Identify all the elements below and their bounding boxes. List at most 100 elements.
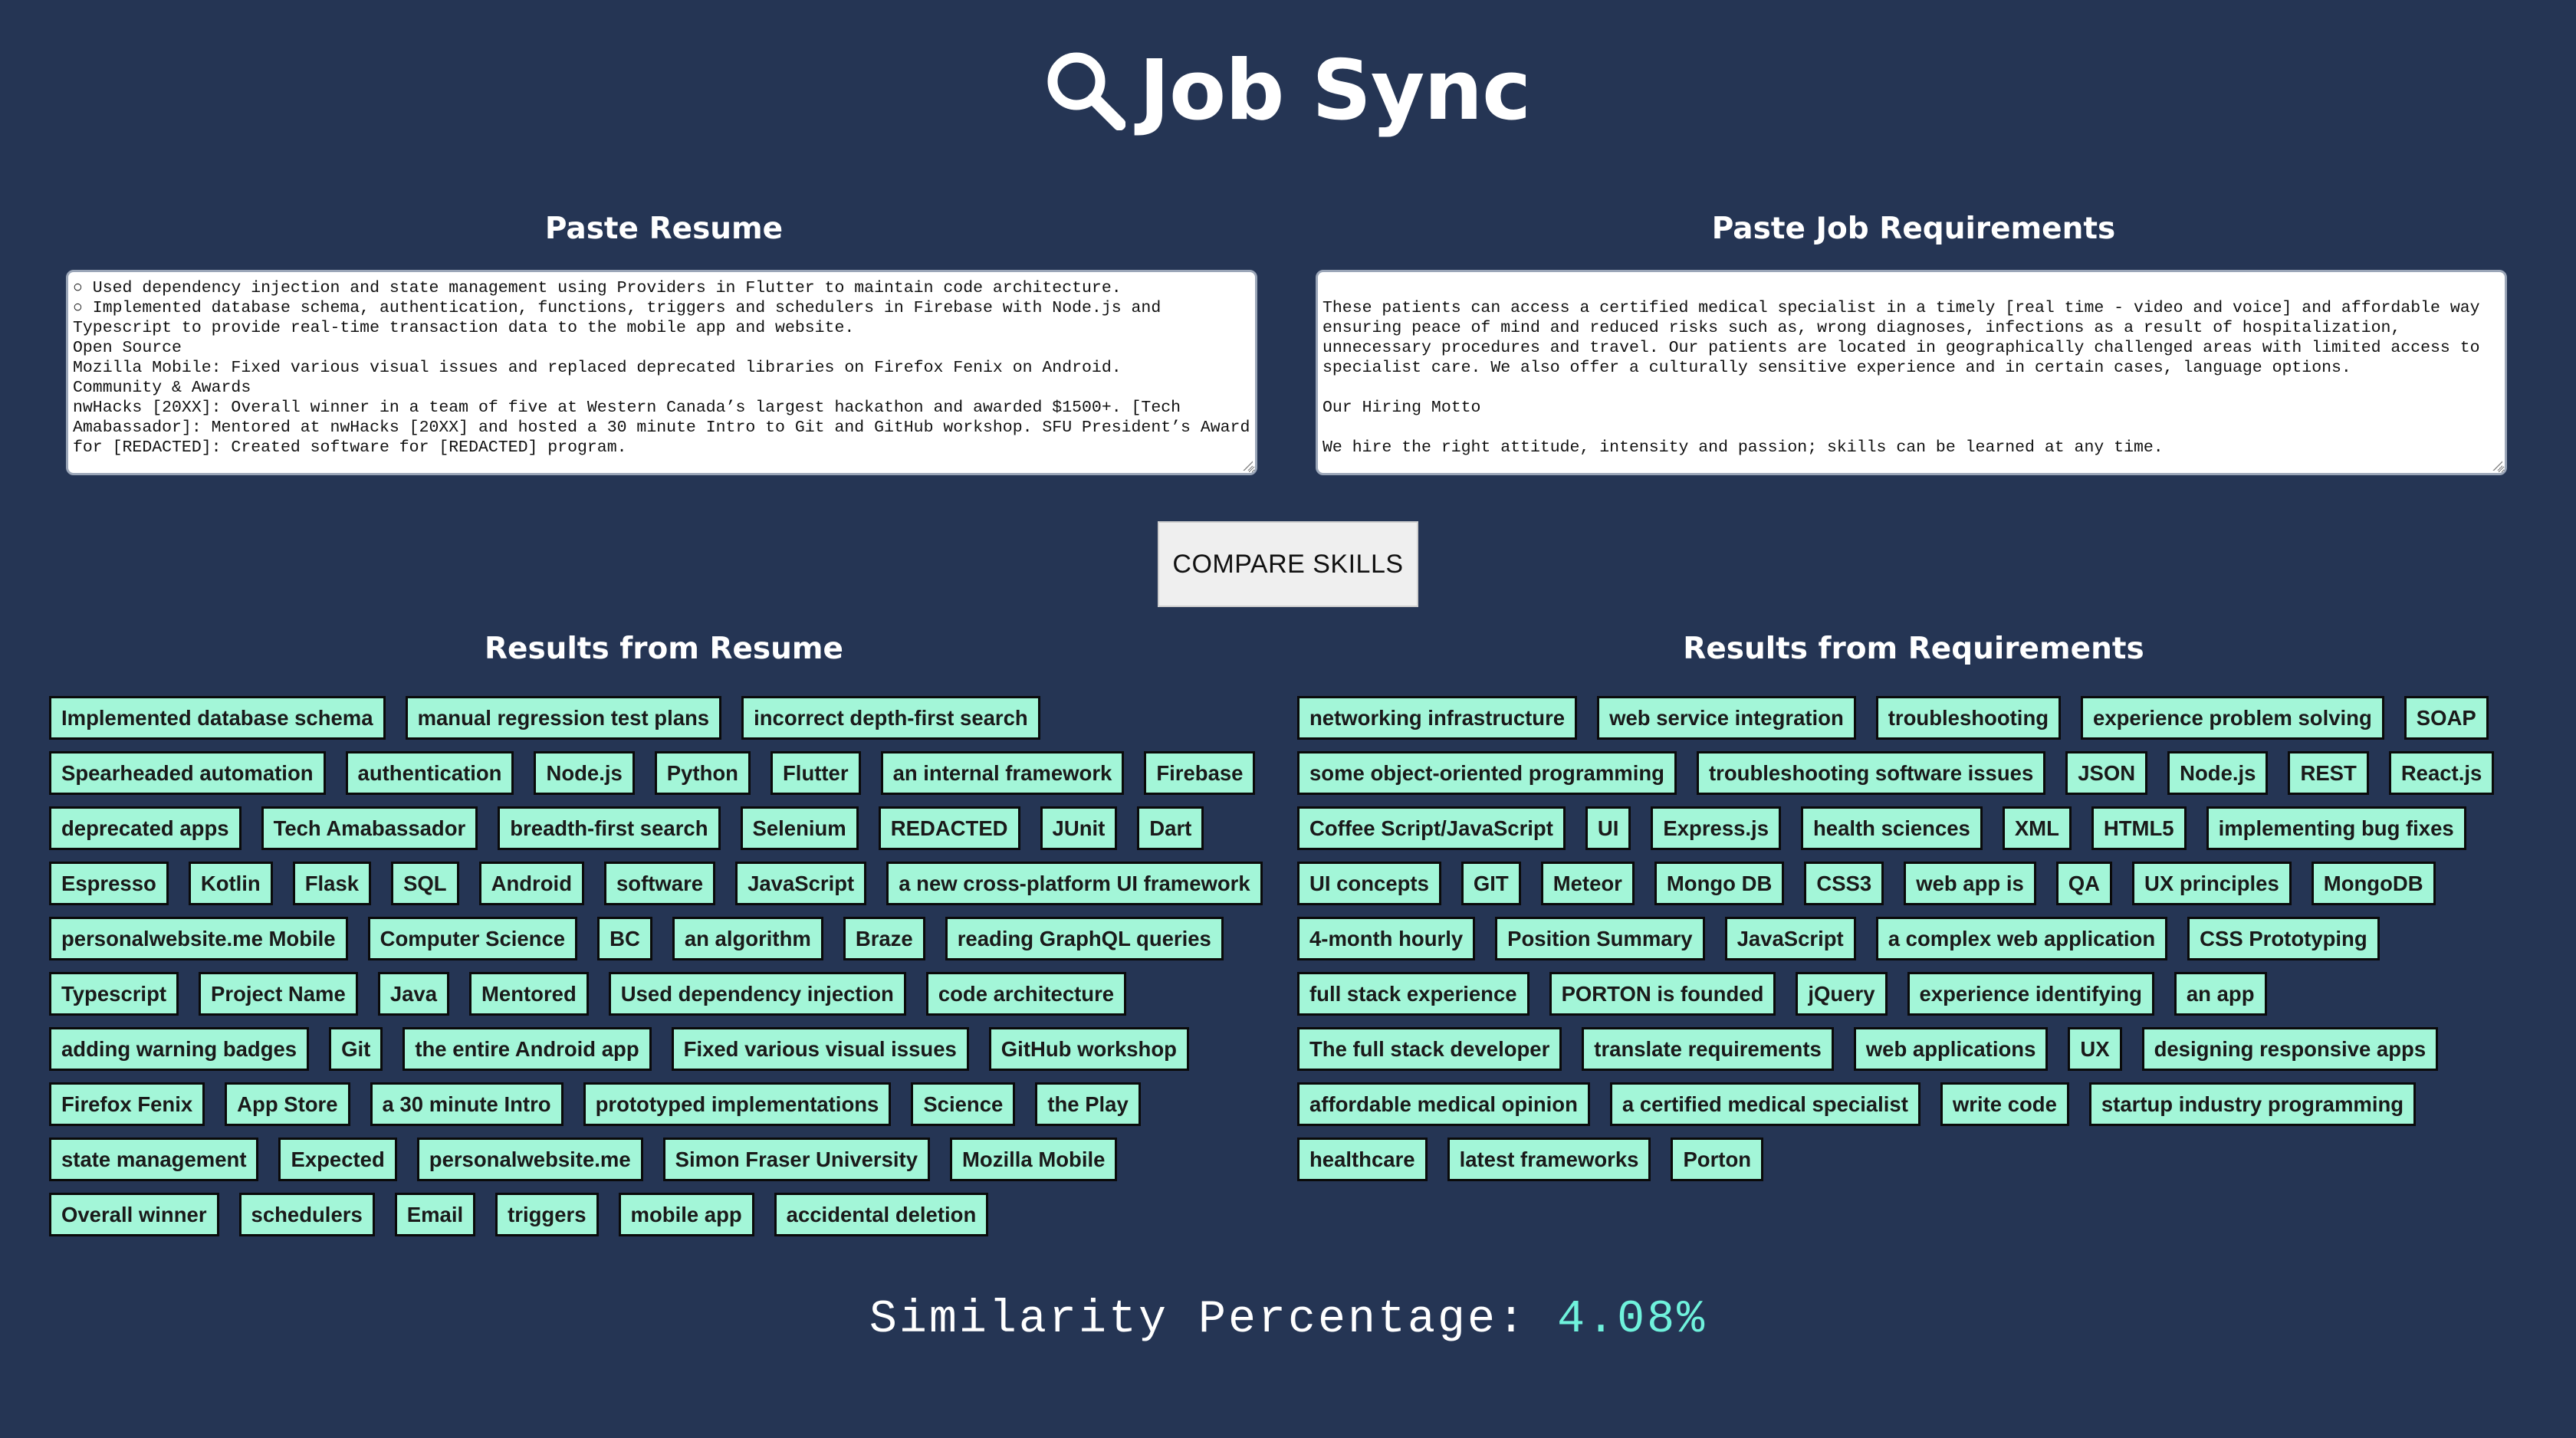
skill-tag: Used dependency injection — [608, 972, 906, 1016]
skill-tag: Implemented database schema — [49, 696, 386, 740]
skill-tag: state management — [49, 1138, 259, 1181]
skill-tag: Dart — [1137, 806, 1204, 850]
skill-tag: GitHub workshop — [988, 1027, 1189, 1071]
similarity-value: 4.08% — [1557, 1294, 1707, 1346]
resume-results-list: Implemented database schema manual regres… — [49, 696, 1283, 1236]
skill-tag: MongoDB — [2311, 862, 2436, 905]
skill-tag: Firebase — [1144, 751, 1256, 795]
skill-tag: affordable medical opinion — [1297, 1082, 1590, 1126]
skill-tag: Computer Science — [367, 917, 578, 960]
skill-tag: Python — [654, 751, 751, 795]
skill-tag: Coffee Script/JavaScript — [1297, 806, 1566, 850]
skill-tag: React.js — [2388, 751, 2495, 795]
skill-tag: Selenium — [740, 806, 859, 850]
skill-tag: App Store — [225, 1082, 350, 1126]
skill-tag: the Play — [1035, 1082, 1141, 1126]
skill-tag: UI concepts — [1297, 862, 1441, 905]
skill-tag: accidental deletion — [774, 1193, 989, 1236]
skill-tag: schedulers — [238, 1193, 375, 1236]
skill-tag: triggers — [495, 1193, 599, 1236]
resume-text: ○ Used dependency injection and state ma… — [73, 279, 1250, 457]
skill-tag: an internal framework — [880, 751, 1125, 795]
skill-tag: latest frameworks — [1447, 1138, 1651, 1181]
skill-tag: REDACTED — [878, 806, 1020, 850]
app-header: Job Sync — [0, 37, 2576, 144]
skill-tag: GIT — [1460, 862, 1521, 905]
skill-tag: write code — [1940, 1082, 2069, 1126]
skill-tag: troubleshooting — [1875, 696, 2062, 740]
skill-tag: Spearheaded automation — [49, 751, 326, 795]
skill-tag: Meteor — [1540, 862, 1635, 905]
resume-textarea[interactable]: ○ Used dependency injection and state ma… — [66, 270, 1257, 475]
resume-heading: Paste Resume — [544, 212, 784, 246]
skill-tag: web applications — [1853, 1027, 2049, 1071]
resize-handle[interactable] — [1242, 460, 1253, 471]
skill-tag: JavaScript — [735, 862, 867, 905]
skill-tag: The full stack developer — [1297, 1027, 1562, 1071]
skill-tag: reading GraphQL queries — [945, 917, 1224, 960]
resize-handle[interactable] — [2492, 460, 2502, 471]
skill-tag: designing responsive apps — [2141, 1027, 2439, 1071]
skill-tag: Git — [329, 1027, 383, 1071]
skill-tag: web service integration — [1597, 696, 1856, 740]
skill-tag: experience problem solving — [2081, 696, 2384, 740]
skill-tag: UX — [2068, 1027, 2122, 1071]
requirements-text: These patients can access a certified me… — [1322, 299, 2480, 457]
skill-tag: a new cross-platform UI framework — [886, 862, 1263, 905]
skill-tag: a certified medical specialist — [1609, 1082, 1921, 1126]
skill-tag: an algorithm — [672, 917, 823, 960]
skill-tag: a 30 minute Intro — [370, 1082, 564, 1126]
skill-tag: adding warning badges — [49, 1027, 310, 1071]
skill-tag: jQuery — [1796, 972, 1888, 1016]
skill-tag: UI — [1585, 806, 1631, 850]
skill-tag: incorrect depth-first search — [741, 696, 1040, 740]
skill-tag: Node.js — [534, 751, 635, 795]
skill-tag: CSS Prototyping — [2187, 917, 2380, 960]
skill-tag: web app is — [1904, 862, 2036, 905]
skill-tag: personalwebsite.me Mobile — [49, 917, 348, 960]
skill-tag: Mozilla Mobile — [950, 1138, 1118, 1181]
skill-tag: HTML5 — [2091, 806, 2187, 850]
skill-tag: full stack experience — [1297, 972, 1530, 1016]
skill-tag: deprecated apps — [49, 806, 242, 850]
skill-tag: Node.js — [2167, 751, 2269, 795]
skill-tag: some object-oriented programming — [1297, 751, 1677, 795]
skill-tag: JSON — [2065, 751, 2148, 795]
skill-tag: an app — [2174, 972, 2267, 1016]
skill-tag: SQL — [391, 862, 459, 905]
skill-tag: personalwebsite.me — [416, 1138, 643, 1181]
skill-tag: Kotlin — [188, 862, 273, 905]
skill-tag: healthcare — [1297, 1138, 1428, 1181]
skill-tag: experience identifying — [1907, 972, 2154, 1016]
skill-tag: code architecture — [925, 972, 1127, 1016]
skill-tag: Position Summary — [1495, 917, 1705, 960]
requirements-textarea[interactable]: These patients can access a certified me… — [1316, 270, 2507, 475]
skill-tag: XML — [2002, 806, 2072, 850]
skill-tag: software — [604, 862, 716, 905]
compare-skills-button[interactable]: COMPARE SKILLS — [1158, 521, 1418, 607]
skill-tag: translate requirements — [1582, 1027, 1834, 1071]
skill-tag: manual regression test plans — [405, 696, 722, 740]
skill-tag: authentication — [345, 751, 514, 795]
skill-tag: REST — [2288, 751, 2369, 795]
skill-tag: Email — [394, 1193, 476, 1236]
skill-tag: a complex web application — [1875, 917, 2168, 960]
skill-tag: Flask — [292, 862, 372, 905]
skill-tag: Express.js — [1651, 806, 1781, 850]
resume-results-heading: Results from Resume — [484, 632, 844, 666]
skill-tag: mobile app — [618, 1193, 754, 1236]
skill-tag: BC — [597, 917, 652, 960]
skill-tag: Mongo DB — [1654, 862, 1785, 905]
skill-tag: QA — [2055, 862, 2113, 905]
requirements-results-heading: Results from Requirements — [1683, 632, 2144, 666]
requirements-results-list: networking infrastructure web service int… — [1297, 696, 2532, 1181]
skill-tag: networking infrastructure — [1297, 696, 1578, 740]
skill-tag: Expected — [278, 1138, 397, 1181]
skill-tag: Mentored — [469, 972, 589, 1016]
skill-tag: Project Name — [199, 972, 358, 1016]
skill-tag: UX principles — [2132, 862, 2292, 905]
skill-tag: Java — [377, 972, 449, 1016]
skill-tag: PORTON is founded — [1549, 972, 1776, 1016]
skill-tag: Firefox Fenix — [49, 1082, 205, 1126]
skill-tag: JUnit — [1040, 806, 1118, 850]
